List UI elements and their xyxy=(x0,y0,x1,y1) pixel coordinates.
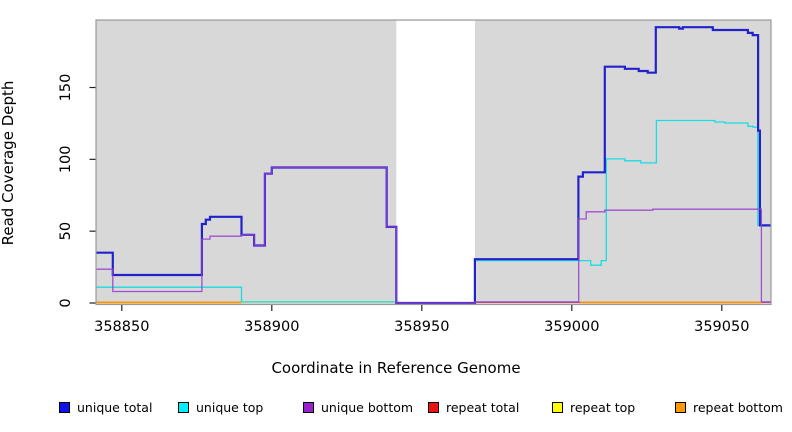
legend-swatch-icon xyxy=(303,401,314,413)
legend-swatch-icon xyxy=(178,401,189,413)
x-tick-label: 359000 xyxy=(544,319,599,335)
y-tick-label: 0 xyxy=(58,298,74,307)
y-tick-label: 100 xyxy=(58,145,74,173)
legend-label: unique top xyxy=(196,399,264,415)
legend-item-unique-total: unique total xyxy=(59,399,152,415)
y-tick-label: 50 xyxy=(58,222,74,240)
plot-box xyxy=(95,19,772,306)
legend-label: repeat total xyxy=(446,399,520,415)
legend-label: repeat top xyxy=(570,399,636,415)
legend-label: unique bottom xyxy=(321,399,414,415)
x-tick-label: 358850 xyxy=(94,319,149,335)
series-line-unique-top xyxy=(474,119,771,266)
legend-label: repeat bottom xyxy=(693,399,783,415)
x-axis-title: Coordinate in Reference Genome xyxy=(271,359,521,377)
legend-swatch-icon xyxy=(428,401,439,413)
series-line-unique-total xyxy=(96,26,771,305)
legend-item-unique-bottom: unique bottom xyxy=(303,399,413,415)
legend-swatch-icon xyxy=(59,401,70,413)
y-tick-label: 150 xyxy=(58,74,74,102)
legend-swatch-icon xyxy=(552,401,563,413)
legend-swatch-icon xyxy=(675,401,686,413)
x-tick-label: 358950 xyxy=(394,319,449,335)
legend-item-repeat-bottom: repeat bottom xyxy=(675,399,783,415)
no-data-gap xyxy=(396,20,475,305)
legend-label: unique total xyxy=(77,399,153,415)
y-axis-title: Read Coverage Depth xyxy=(0,80,17,246)
series-line-unique-bottom xyxy=(96,166,771,304)
x-tick-label: 359050 xyxy=(694,319,749,335)
legend-item-unique-top: unique top xyxy=(178,399,263,415)
series-line-unique-top xyxy=(96,286,397,303)
legend: unique total unique top unique bottom repea… xyxy=(0,399,792,419)
legend-item-repeat-top: repeat top xyxy=(552,399,635,415)
legend-item-repeat-total: repeat total xyxy=(428,399,519,415)
x-tick-label: 358900 xyxy=(244,319,299,335)
